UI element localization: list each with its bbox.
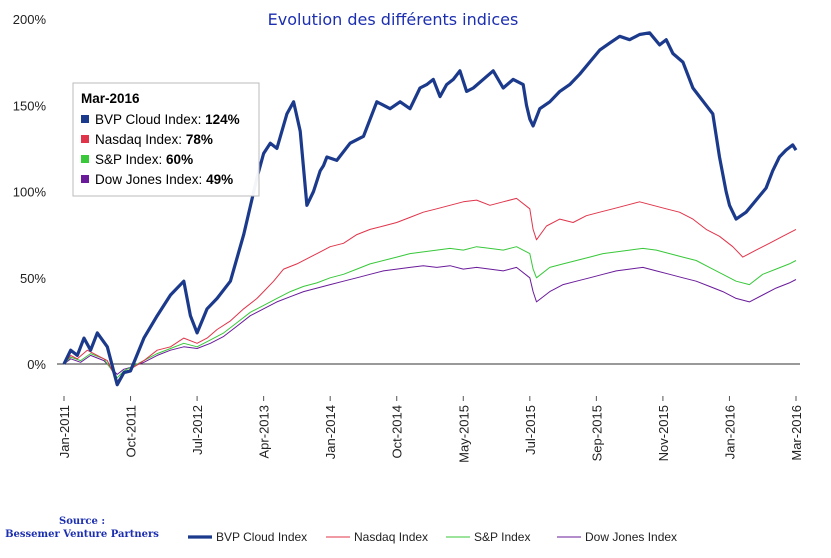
tooltip-swatch: [81, 175, 89, 183]
chart-title: Evolution des différents indices: [268, 10, 519, 29]
x-tick-label: Mar-2016: [789, 405, 804, 461]
series-line-dow-jones-index: [63, 265, 797, 375]
series-line-s-p-index: [63, 246, 797, 379]
tooltip-row-label: BVP Cloud Index:: [95, 112, 205, 127]
tooltip-row-text: Nasdaq Index: 78%: [95, 132, 213, 147]
y-tick-label: 100%: [13, 185, 47, 200]
x-tick-label: Nov-2015: [656, 405, 671, 461]
tooltip-row-value: 124%: [205, 112, 240, 127]
x-tick-label: Jan-2014: [323, 405, 338, 459]
tooltip-swatch: [81, 135, 89, 143]
y-axis: 0% 50% 100% 150% 200%: [13, 12, 47, 372]
x-tick-label: Apr-2013: [257, 405, 272, 458]
tooltip-swatch: [81, 155, 89, 163]
tooltip-row-value: 60%: [166, 152, 193, 167]
tooltip-box: [72, 82, 260, 197]
tooltip-row-value: 49%: [206, 172, 233, 187]
x-tick-label: Oct-2011: [124, 405, 139, 458]
x-tick-label: May-2015: [456, 405, 471, 463]
x-tick-label: Jul-2012: [190, 405, 205, 455]
x-tick-label: Jan-2016: [722, 405, 737, 459]
y-tick-label: 0%: [27, 357, 46, 372]
series-layer: [62, 31, 798, 387]
legend: BVP Cloud Index Nasdaq Index S&P Index Dow …: [188, 530, 677, 544]
x-tick-label: Oct-2014: [390, 405, 405, 458]
y-tick-label: 50%: [20, 271, 46, 286]
tooltip: Mar-2016 BVP Cloud Index: 124% Nasdaq Ind…: [72, 82, 260, 197]
legend-label: S&P Index: [474, 530, 530, 544]
legend-label: Nasdaq Index: [354, 530, 428, 544]
tooltip-row-text: S&P Index: 60%: [95, 152, 193, 167]
x-tick-label: Sep-2015: [589, 405, 604, 461]
y-tick-label: 200%: [13, 12, 47, 27]
tooltip-title: Mar-2016: [81, 91, 140, 106]
tooltip-row-text: Dow Jones Index: 49%: [95, 172, 233, 187]
source-line-1: Source :: [59, 516, 105, 527]
tooltip-row-text: BVP Cloud Index: 124%: [95, 112, 240, 127]
tooltip-row-label: Nasdaq Index:: [95, 132, 186, 147]
y-tick-label: 150%: [13, 98, 47, 113]
tooltip-row-label: Dow Jones Index:: [95, 172, 206, 187]
series-line-nasdaq-index: [63, 197, 797, 382]
x-tick-label: Jul-2015: [523, 405, 538, 455]
tooltip-row-value: 78%: [186, 132, 213, 147]
legend-label: Dow Jones Index: [585, 530, 677, 544]
x-axis: Jan-2011 Oct-2011 Jul-2012 Apr-2013 Jan-2014…: [57, 396, 804, 463]
tooltip-rows: BVP Cloud Index: 124% Nasdaq Index: 78% S&…: [81, 112, 240, 187]
x-tick-label: Jan-2011: [57, 405, 72, 458]
tooltip-swatch: [81, 115, 89, 123]
legend-label: BVP Cloud Index: [216, 530, 307, 544]
source-line-2: Bessemer Venture Partners: [5, 529, 159, 540]
tooltip-row-label: S&P Index:: [95, 152, 166, 167]
series-line-bvp-cloud-index: [62, 31, 798, 387]
